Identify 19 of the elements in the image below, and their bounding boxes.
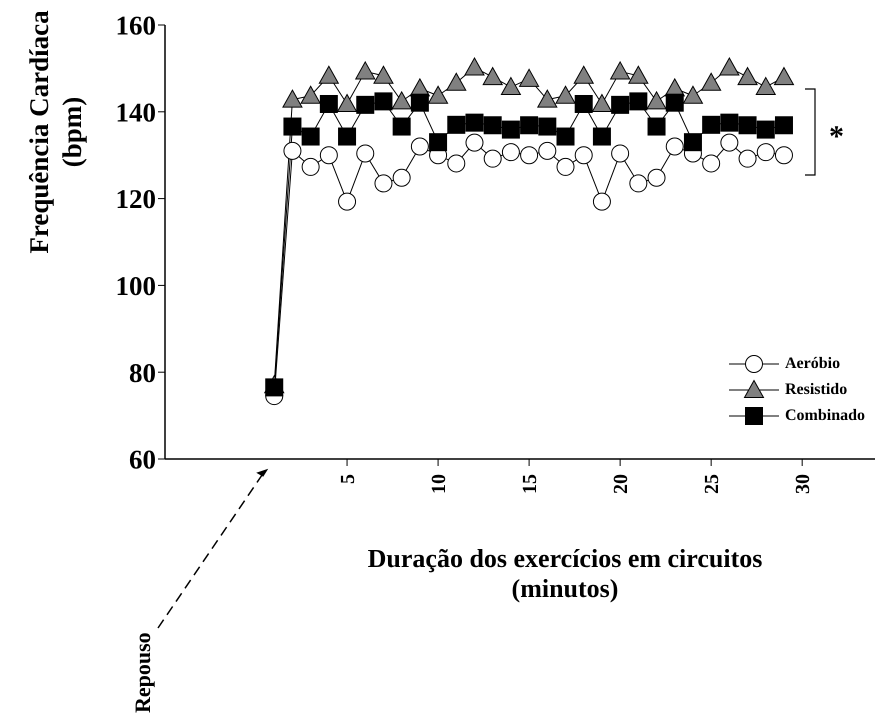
x-tick-label: 5 — [337, 474, 360, 484]
legend-label: Resistido — [784, 381, 848, 399]
y-tick-label: 100 — [116, 270, 156, 301]
y-tick-label: 120 — [116, 184, 156, 214]
x-tick-label: 20 — [610, 474, 632, 494]
x-tick-label: 10 — [428, 474, 450, 494]
legend-label: Combinado — [784, 407, 865, 425]
y-tick-label: 160 — [116, 10, 156, 41]
x-tick-label: 25 — [701, 474, 724, 494]
annotation: * — [829, 120, 844, 154]
y-tick-label: 60 — [129, 444, 156, 475]
legend-label: Aeróbio — [784, 355, 840, 373]
x-tick-label: 15 — [519, 474, 542, 494]
text: Repouso — [130, 632, 155, 713]
y-tick-label: 140 — [116, 97, 156, 128]
x-axis-title: Duração dos exercícios em circuitos (minutos) — [368, 544, 762, 603]
x-tick-label: 30 — [792, 474, 814, 494]
y-tick-label: 80 — [129, 358, 156, 388]
y-axis-title: Frequência Cardíaca (bpm) — [24, 10, 87, 254]
